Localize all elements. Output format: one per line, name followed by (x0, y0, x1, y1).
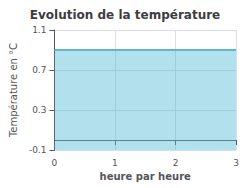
svg-text:3: 3 (233, 158, 239, 168)
svg-text:1: 1 (112, 158, 118, 168)
svg-text:0.3: 0.3 (32, 105, 46, 115)
svg-text:0.7: 0.7 (32, 65, 46, 75)
svg-text:1.1: 1.1 (32, 25, 46, 35)
svg-text:heure par heure: heure par heure (100, 171, 191, 182)
svg-text:-0.1: -0.1 (29, 145, 47, 155)
svg-text:Température en °C: Température en °C (8, 43, 19, 138)
svg-text:2: 2 (173, 158, 179, 168)
svg-text:Evolution de la température: Evolution de la température (30, 8, 221, 22)
svg-text:0: 0 (52, 158, 58, 168)
